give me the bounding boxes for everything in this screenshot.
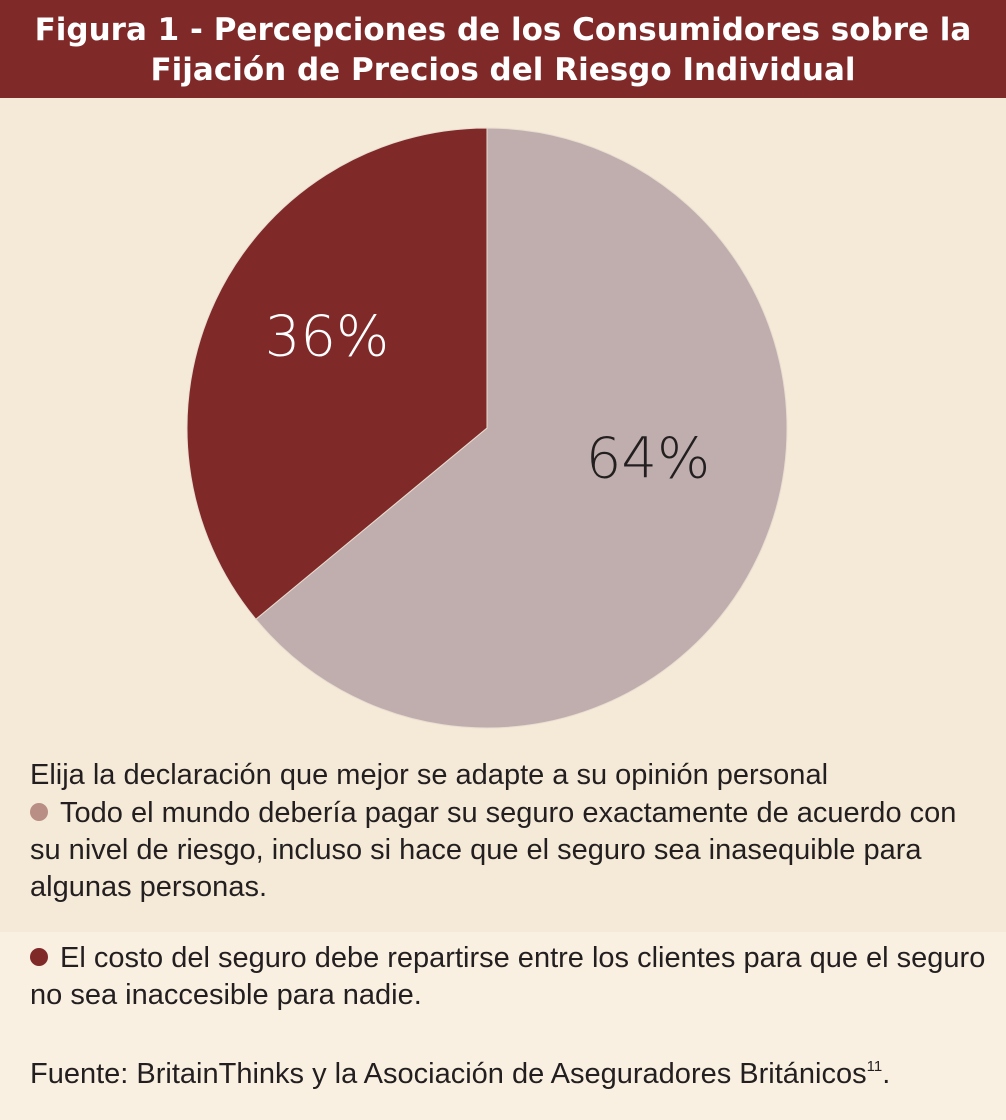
legend-item-individual-pricing: Todo el mundo debería pagar su seguro ex… <box>30 795 990 906</box>
legend-item-shared-cost: El costo del seguro debe repartirse entr… <box>30 940 990 1014</box>
source-end: . <box>882 1058 891 1090</box>
pie-chart: 64% 36% <box>186 127 788 729</box>
pie-slice-individual-pricing <box>255 127 788 729</box>
legend-marker-individual-pricing <box>30 803 48 821</box>
legend-label-individual-pricing: Todo el mundo debería pagar su seguro ex… <box>30 797 957 903</box>
legend-label-shared-cost: El costo del seguro debe repartirse entr… <box>30 942 986 1011</box>
legend-question: Elija la declaración que mejor se adapte… <box>30 759 829 791</box>
figure-title-line-1: Figura 1 - Percepciones de los Consumido… <box>34 12 972 48</box>
figure-title-line-2: Fijación de Precios del Riesgo Individua… <box>150 52 856 88</box>
source-footnote-marker: 11 <box>866 1058 883 1075</box>
pie-slice-shared-cost <box>186 127 488 620</box>
lower-legend-panel <box>0 932 1006 1120</box>
figure-header: Figura 1 - Percepciones de los Consumido… <box>0 0 1006 98</box>
source-text: Fuente: BritainThinks y la Asociación de… <box>30 1058 867 1090</box>
pie-label-shared-cost: 36% <box>265 304 389 369</box>
legend-marker-shared-cost <box>30 948 48 966</box>
pie-label-individual-pricing: 64% <box>586 426 710 491</box>
source-note: Fuente: BritainThinks y la Asociación de… <box>30 1056 990 1093</box>
